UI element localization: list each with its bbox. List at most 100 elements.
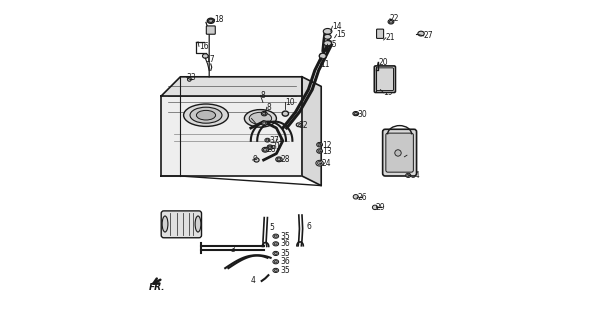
Text: 35: 35 <box>280 266 290 275</box>
Ellipse shape <box>184 104 228 126</box>
Text: 28: 28 <box>280 156 290 164</box>
Ellipse shape <box>318 162 321 165</box>
Ellipse shape <box>296 123 301 127</box>
Text: 20: 20 <box>378 58 388 67</box>
Ellipse shape <box>207 18 214 23</box>
Text: 27: 27 <box>423 31 433 40</box>
Text: 36: 36 <box>280 257 290 266</box>
Text: 19: 19 <box>384 88 393 97</box>
Text: 23: 23 <box>407 151 417 160</box>
Ellipse shape <box>390 20 393 23</box>
Ellipse shape <box>353 111 359 116</box>
Ellipse shape <box>208 19 213 22</box>
Ellipse shape <box>273 260 278 264</box>
Text: 3: 3 <box>230 245 235 254</box>
Ellipse shape <box>274 252 277 255</box>
Circle shape <box>395 150 401 156</box>
Text: 12: 12 <box>322 141 332 150</box>
Ellipse shape <box>162 216 168 232</box>
Ellipse shape <box>388 20 394 24</box>
Text: 14: 14 <box>332 22 342 31</box>
Circle shape <box>187 77 191 81</box>
Ellipse shape <box>276 157 282 162</box>
Text: 15: 15 <box>336 30 346 39</box>
Polygon shape <box>161 96 302 176</box>
Text: 22: 22 <box>390 14 399 23</box>
FancyBboxPatch shape <box>161 211 202 238</box>
Ellipse shape <box>274 260 277 263</box>
Ellipse shape <box>282 111 289 116</box>
Ellipse shape <box>190 107 222 123</box>
Text: 24: 24 <box>322 159 332 168</box>
Ellipse shape <box>273 234 278 238</box>
Text: 16: 16 <box>199 42 208 51</box>
FancyBboxPatch shape <box>376 68 394 91</box>
Text: 6: 6 <box>306 222 311 231</box>
Text: 21: 21 <box>386 33 396 42</box>
Text: 2: 2 <box>180 226 184 235</box>
Ellipse shape <box>320 53 326 59</box>
Text: 8: 8 <box>267 103 272 112</box>
Ellipse shape <box>273 252 278 255</box>
Ellipse shape <box>262 121 267 125</box>
Ellipse shape <box>323 28 332 34</box>
Ellipse shape <box>202 54 208 58</box>
Text: FR.: FR. <box>149 284 165 292</box>
Polygon shape <box>161 77 302 96</box>
Ellipse shape <box>245 109 277 127</box>
Ellipse shape <box>324 41 332 46</box>
Text: 32: 32 <box>298 121 308 130</box>
Ellipse shape <box>373 205 378 210</box>
Ellipse shape <box>266 139 269 141</box>
Text: 5: 5 <box>269 223 274 232</box>
Ellipse shape <box>263 122 266 124</box>
Text: 10: 10 <box>285 98 295 107</box>
Polygon shape <box>302 77 321 186</box>
FancyBboxPatch shape <box>376 29 384 38</box>
Text: 25: 25 <box>327 40 337 49</box>
Text: 4: 4 <box>250 276 255 285</box>
Text: 18: 18 <box>214 15 224 24</box>
Ellipse shape <box>274 243 277 245</box>
Ellipse shape <box>316 149 323 153</box>
Text: 26: 26 <box>357 193 367 202</box>
Text: 37: 37 <box>269 136 279 145</box>
Ellipse shape <box>353 195 358 199</box>
Text: 11: 11 <box>321 60 330 69</box>
FancyBboxPatch shape <box>383 129 417 176</box>
Ellipse shape <box>273 268 278 272</box>
Ellipse shape <box>254 158 259 162</box>
Text: 13: 13 <box>322 148 332 156</box>
Text: 35: 35 <box>280 232 290 241</box>
FancyBboxPatch shape <box>207 26 215 34</box>
Ellipse shape <box>268 146 272 148</box>
Text: 8: 8 <box>260 91 265 100</box>
Text: 36: 36 <box>280 239 290 248</box>
Ellipse shape <box>262 147 268 152</box>
Ellipse shape <box>316 160 323 166</box>
Text: 17: 17 <box>205 55 214 64</box>
Text: 9: 9 <box>252 156 257 164</box>
Ellipse shape <box>318 150 321 152</box>
Ellipse shape <box>267 145 273 149</box>
FancyBboxPatch shape <box>386 133 413 172</box>
Ellipse shape <box>262 111 267 116</box>
Ellipse shape <box>354 112 358 115</box>
Ellipse shape <box>318 143 321 146</box>
Ellipse shape <box>273 242 278 246</box>
Ellipse shape <box>418 31 424 36</box>
Text: 31: 31 <box>272 142 281 151</box>
Text: 34: 34 <box>410 171 420 180</box>
Text: 28: 28 <box>267 145 276 154</box>
Text: 33: 33 <box>187 73 196 82</box>
Ellipse shape <box>263 112 266 115</box>
Text: 1: 1 <box>277 135 282 144</box>
Text: 7: 7 <box>251 114 256 123</box>
FancyBboxPatch shape <box>374 66 396 92</box>
Ellipse shape <box>274 269 277 271</box>
Text: 30: 30 <box>357 110 367 119</box>
Ellipse shape <box>324 35 331 39</box>
Ellipse shape <box>195 216 201 232</box>
Ellipse shape <box>277 158 281 161</box>
Ellipse shape <box>316 142 323 147</box>
